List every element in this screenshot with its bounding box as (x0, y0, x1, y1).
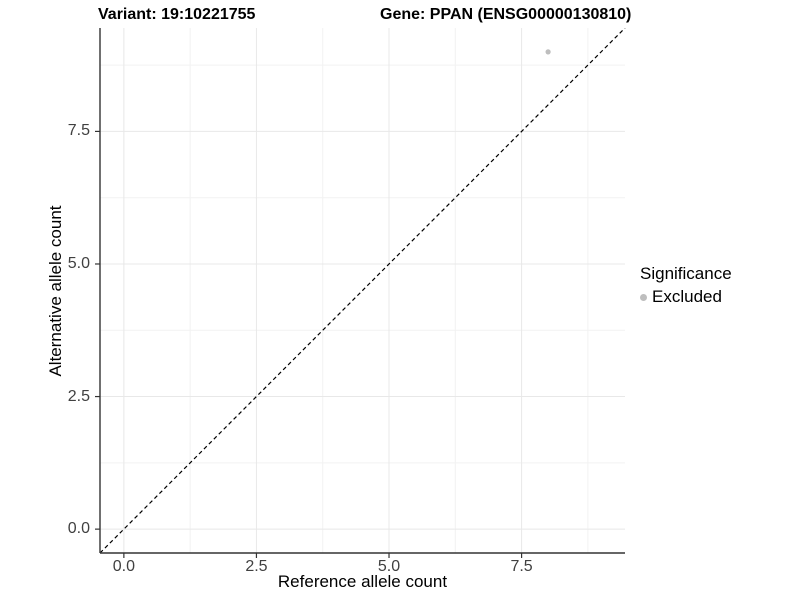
identity-line (99, 28, 626, 554)
legend-item-label: Excluded (652, 287, 722, 306)
legend-title: Significance (640, 264, 732, 283)
x-tick-label: 7.5 (510, 558, 533, 575)
y-tick-label: 7.5 (67, 122, 90, 140)
y-tick-label: 0.0 (67, 520, 90, 538)
plot-title-gene: Gene: PPAN (ENSG00000130810) (380, 6, 632, 23)
y-axis-title: Alternative allele count (46, 205, 65, 377)
y-tick-label: 2.5 (67, 387, 90, 405)
x-tick-label: 2.5 (245, 558, 268, 575)
plot-panel (95, 28, 626, 558)
y-tick-label: 5.0 (67, 254, 90, 272)
x-tick-label: 5.0 (377, 558, 401, 575)
x-tick-label: 0.0 (112, 558, 135, 575)
x-axis-title: Reference allele count (277, 572, 448, 591)
legend-item-excluded: Excluded (638, 287, 732, 307)
legend: Significance Excluded (638, 264, 732, 307)
data-point (545, 49, 551, 55)
legend-point-icon (640, 293, 647, 301)
plot-title-variant: Variant: 19:10221755 (98, 6, 256, 23)
